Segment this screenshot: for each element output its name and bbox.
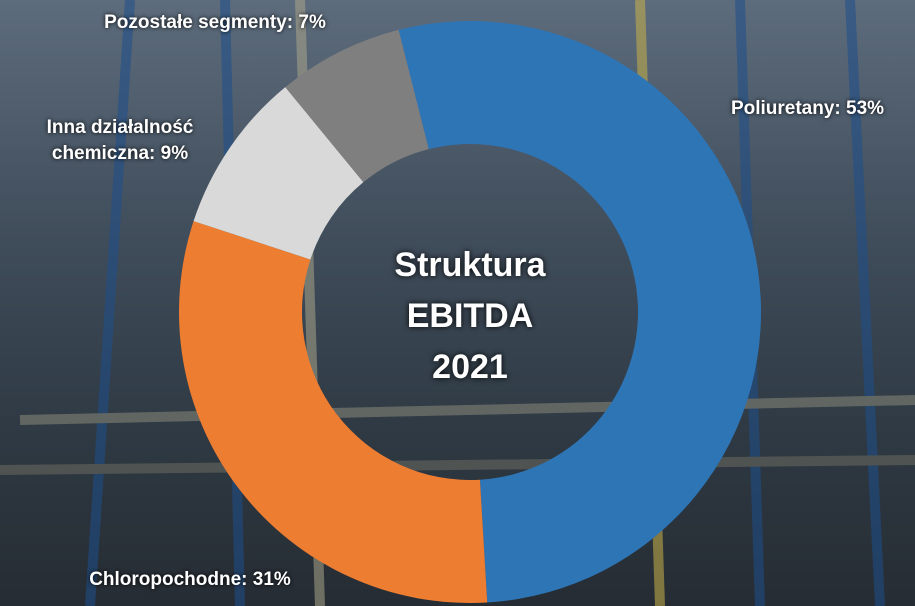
- slice-label: Pozostałe segmenty: 7%: [55, 10, 375, 36]
- screen: Struktura EBITDA 2021 Poliuretany: 53% Ch…: [0, 0, 915, 606]
- slice-label: Poliuretany: 53%: [700, 96, 915, 122]
- slice-label: Inna działalność chemiczna: 9%: [15, 115, 225, 166]
- chart-title: Struktura EBITDA 2021: [370, 240, 570, 393]
- slice-label: Chloropochodne: 31%: [40, 567, 340, 593]
